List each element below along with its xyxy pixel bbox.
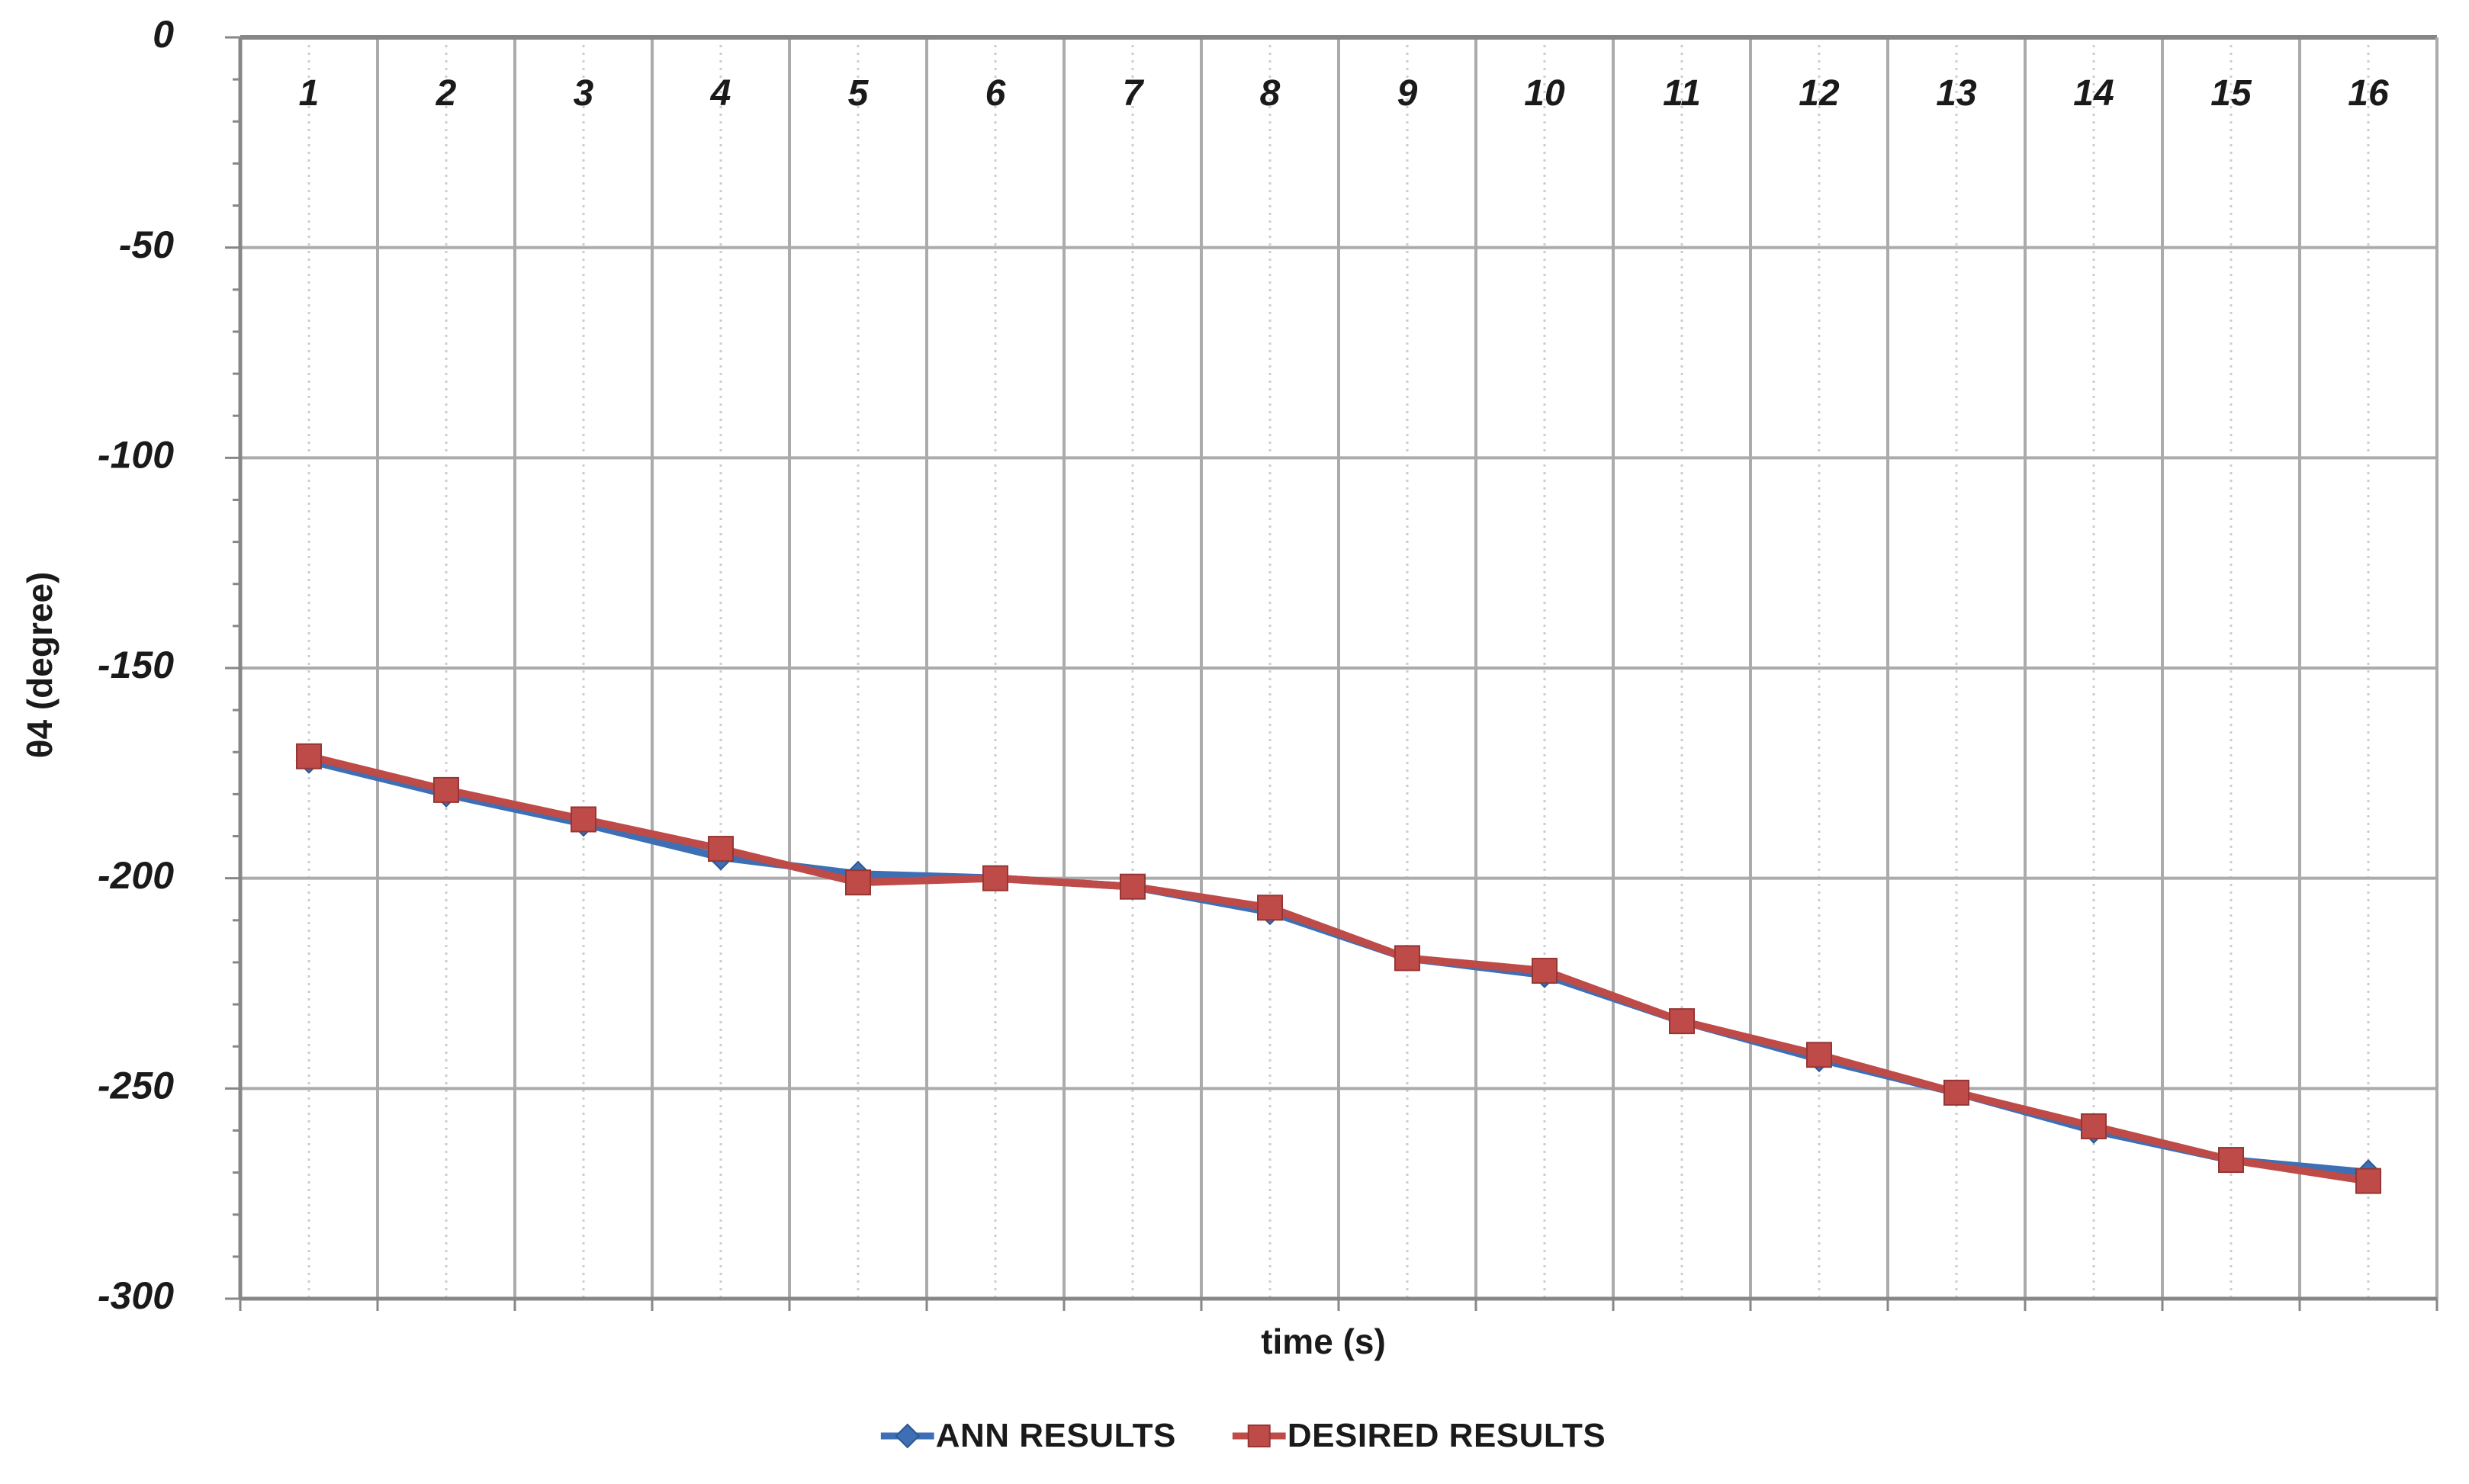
y-tick-label: -200: [98, 854, 174, 897]
marker-square: [1943, 1079, 1969, 1106]
legend-label: DESIRED RESULTS: [1287, 1417, 1606, 1454]
legend-item-desired-results: DESIRED RESULTS: [1232, 1417, 1606, 1455]
x-tick-label: 9: [1397, 73, 1418, 114]
x-tick-label: 15: [2210, 73, 2252, 114]
y-tick-label: -250: [98, 1065, 174, 1107]
x-tick-label: 4: [710, 73, 731, 114]
marker-square: [433, 776, 459, 803]
marker-square: [571, 806, 596, 833]
x-tick-label: 6: [985, 73, 1006, 114]
x-axis-title: time (s): [1261, 1322, 1386, 1361]
marker-square: [708, 836, 734, 862]
x-tick-label: 11: [1663, 73, 1701, 114]
marker-square: [2081, 1113, 2107, 1139]
marker-square: [2355, 1168, 2381, 1194]
marker-square: [1669, 1008, 1695, 1035]
x-tick-label: 10: [1524, 73, 1565, 114]
marker-square: [1532, 957, 1558, 984]
x-tick-label: 14: [2073, 73, 2114, 114]
x-tick-label: 7: [1123, 73, 1145, 114]
y-tick-label: -300: [98, 1274, 174, 1317]
y-tick-label: -50: [119, 223, 174, 266]
x-tick-label: 5: [848, 73, 870, 114]
x-tick-label: 3: [574, 73, 594, 114]
y-tick-label: 0: [153, 13, 174, 56]
legend-label: ANN RESULTS: [935, 1417, 1176, 1454]
y-tick-label: -150: [98, 644, 174, 686]
x-tick-label: 8: [1260, 73, 1281, 114]
legend-marker-diamond-icon: [880, 1423, 934, 1449]
legend-marker-square-icon: [1232, 1425, 1286, 1447]
marker-square: [1806, 1042, 1832, 1068]
x-tick-label: 2: [436, 73, 457, 114]
marker-square: [982, 865, 1008, 891]
marker-square: [1394, 945, 1420, 972]
x-tick-label: 13: [1936, 73, 1977, 114]
y-tick-label: -100: [98, 434, 174, 477]
x-tick-label: 16: [2348, 73, 2389, 114]
x-tick-label: 1: [299, 73, 320, 114]
y-axis-title: θ4 (degree): [20, 571, 59, 759]
marker-square: [296, 743, 322, 769]
marker-square: [2218, 1147, 2244, 1174]
marker-square: [1120, 873, 1146, 900]
series-line-desired-results: [307, 752, 2369, 1185]
marker-square: [845, 869, 871, 896]
legend-item-ann-results: ANN RESULTS: [880, 1417, 1176, 1455]
legend: ANN RESULTS DESIRED RESULTS: [880, 1417, 1606, 1455]
marker-square: [1257, 895, 1283, 921]
x-tick-label: 12: [1799, 73, 1840, 114]
